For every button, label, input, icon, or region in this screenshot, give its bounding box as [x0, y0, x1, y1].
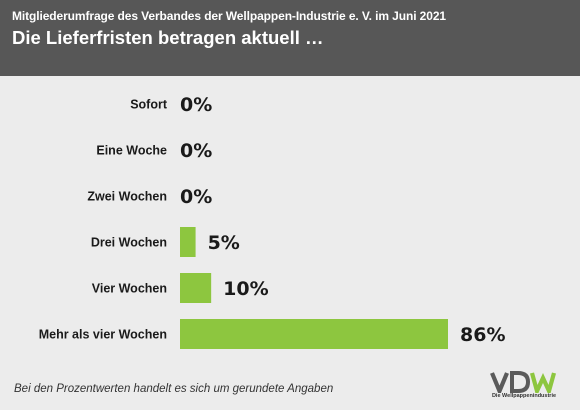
- chart-subtitle: Mitgliederumfrage des Verbandes der Well…: [12, 9, 446, 23]
- category-label: Vier Wochen: [92, 282, 167, 296]
- value-label: 0%: [180, 140, 212, 162]
- value-label: 5%: [208, 232, 240, 254]
- category-label: Drei Wochen: [91, 236, 167, 250]
- vdw-logo-mark: [490, 371, 557, 393]
- category-label: Eine Woche: [96, 144, 167, 158]
- vdw-logo: Die Wellpappenindustrie: [488, 371, 560, 407]
- category-label: Zwei Wochen: [87, 190, 167, 204]
- logo-caption: Die Wellpappenindustrie: [491, 393, 557, 399]
- bar: [180, 227, 196, 257]
- category-label: Mehr als vier Wochen: [39, 328, 167, 342]
- footnote: Bei den Prozentwerten handelt es sich um…: [14, 383, 334, 395]
- category-label: Sofort: [130, 98, 168, 112]
- value-label: 10%: [223, 278, 268, 300]
- bar: [180, 319, 448, 349]
- chart-title: Die Lieferfristen betragen aktuell …: [12, 27, 324, 48]
- bar-chart: Sofort 0% Eine Woche 0% Zwei Wochen 0% Drei Wo…: [39, 94, 505, 349]
- value-label: 0%: [180, 94, 212, 116]
- value-label: 0%: [180, 186, 212, 208]
- bar: [180, 273, 212, 303]
- header-banner: Mitgliederumfrage des Verbandes der Well…: [0, 0, 580, 76]
- value-label: 86%: [460, 324, 505, 346]
